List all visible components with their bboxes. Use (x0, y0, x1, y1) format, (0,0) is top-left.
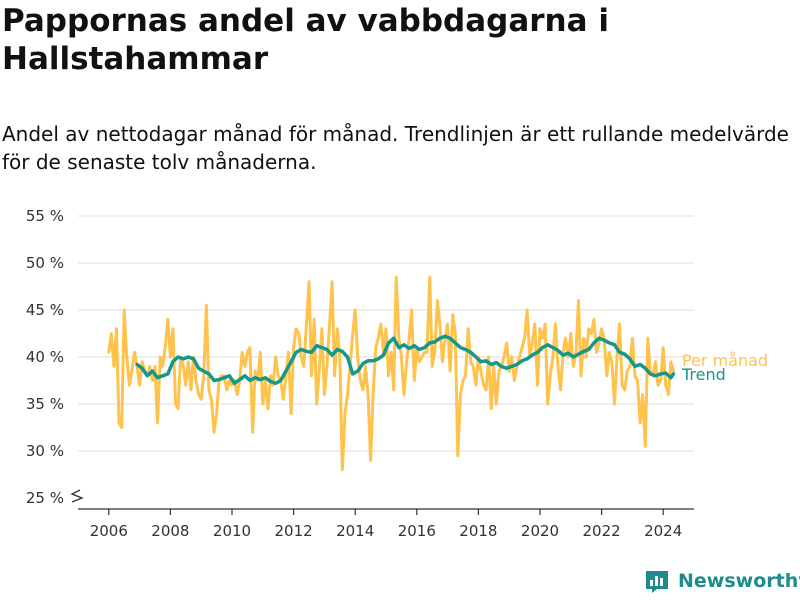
x-tick-label: 2016 (398, 522, 436, 540)
x-tick-label: 2022 (583, 522, 621, 540)
x-tick-label: 2008 (151, 522, 189, 540)
y-tick-label: 25 % (26, 489, 64, 507)
x-tick-label: 2020 (521, 522, 559, 540)
chart-subtitle: Andel av nettodagar månad för månad. Tre… (2, 122, 789, 174)
y-axis: 55 % 50 % 45 % 40 % 35 % 30 % 25 % (26, 207, 84, 507)
axis-break-icon (70, 489, 84, 503)
gridlines (78, 215, 694, 452)
x-axis: 2006 2008 2010 2012 2014 2016 2018 2020 2022 2024 (78, 508, 694, 540)
y-tick-label: 30 % (26, 442, 64, 460)
brand-name: Newsworthy (678, 570, 800, 592)
y-tick-label: 55 % (26, 207, 64, 225)
chart-title: Pappornas andel av vabbdagarna i Hallsta… (2, 3, 609, 77)
series-lines (107, 275, 676, 472)
x-tick-label: 2012 (275, 522, 313, 540)
newsworthy-logo-icon (646, 571, 668, 593)
x-tick-label: 2018 (459, 522, 497, 540)
x-tick-label: 2014 (336, 522, 374, 540)
series-line-trend (135, 334, 676, 386)
newsworthy-logo: Newsworthy (644, 568, 800, 594)
series-label-trend: Trend (681, 365, 726, 384)
y-tick-label: 45 % (26, 301, 64, 319)
y-tick-label: 50 % (26, 254, 64, 272)
y-tick-label: 35 % (26, 395, 64, 413)
series-line-per-month (107, 275, 675, 472)
x-tick-label: 2006 (90, 522, 128, 540)
y-tick-label: 40 % (26, 348, 64, 366)
x-tick-label: 2010 (213, 522, 251, 540)
x-tick-label: 2024 (644, 522, 682, 540)
series-label-per-month: Per månad (682, 351, 768, 370)
